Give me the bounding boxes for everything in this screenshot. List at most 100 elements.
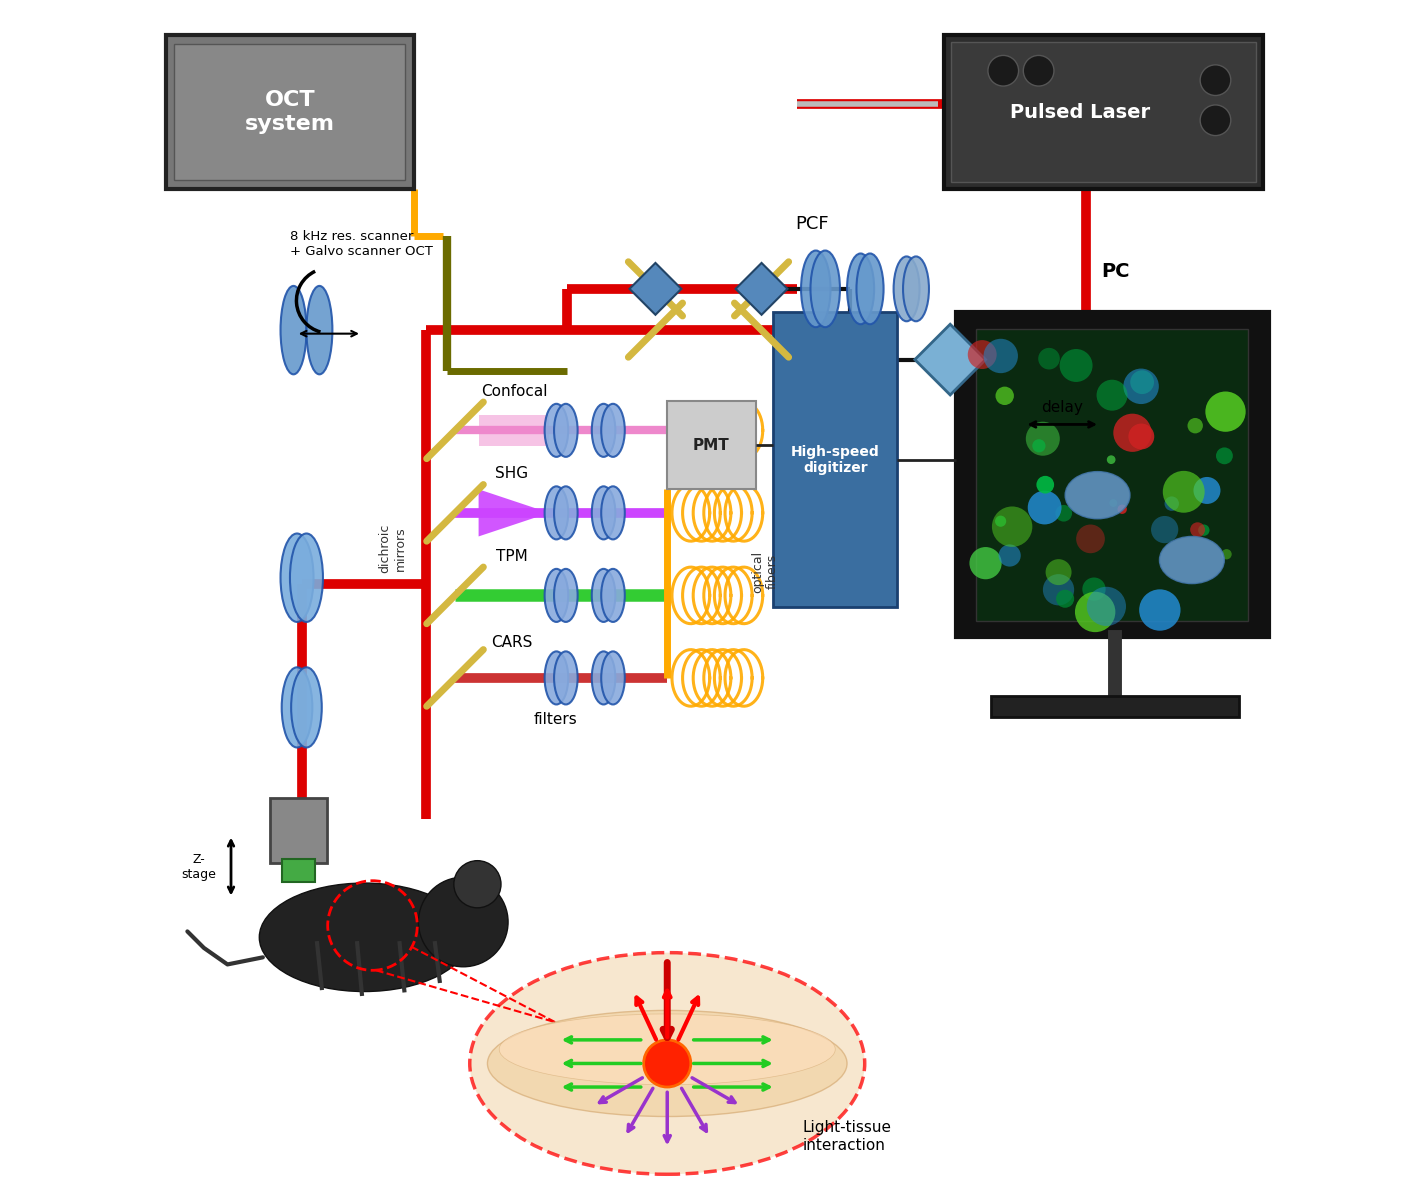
Circle shape [1056,505,1073,521]
Circle shape [1151,516,1179,544]
Circle shape [988,55,1019,86]
Polygon shape [479,489,550,536]
Text: optical
fibers: optical fibers [751,551,779,593]
Circle shape [1199,525,1210,536]
FancyBboxPatch shape [956,312,1268,637]
Circle shape [1026,422,1060,456]
FancyBboxPatch shape [944,35,1263,189]
Circle shape [1163,470,1204,513]
Circle shape [1023,55,1054,86]
Text: PC: PC [1101,262,1129,281]
Ellipse shape [601,486,625,540]
Circle shape [995,515,1006,527]
Ellipse shape [544,568,568,623]
Circle shape [1190,522,1204,538]
Ellipse shape [281,533,313,623]
Circle shape [1206,391,1246,432]
Circle shape [1039,348,1060,369]
Text: PMT: PMT [693,437,730,453]
Ellipse shape [290,667,322,747]
Ellipse shape [259,883,469,992]
Circle shape [1110,499,1117,507]
Text: Confocal: Confocal [480,384,547,399]
Ellipse shape [470,953,864,1174]
Circle shape [996,387,1015,406]
FancyBboxPatch shape [667,401,755,489]
Ellipse shape [601,568,625,623]
Ellipse shape [544,403,568,457]
Ellipse shape [1159,536,1224,584]
Circle shape [1027,490,1061,525]
Circle shape [453,861,502,908]
Circle shape [1221,549,1231,559]
Ellipse shape [554,651,578,704]
Circle shape [418,877,509,967]
Ellipse shape [554,486,578,540]
Ellipse shape [592,486,615,540]
Ellipse shape [592,651,615,704]
Circle shape [1076,592,1115,632]
Ellipse shape [544,486,568,540]
Ellipse shape [487,1010,847,1117]
Circle shape [1193,477,1220,503]
Circle shape [992,507,1033,547]
FancyBboxPatch shape [269,798,326,863]
Text: TPM: TPM [496,549,527,564]
Ellipse shape [499,1014,835,1085]
Text: High-speed
digitizer: High-speed digitizer [791,444,880,475]
FancyBboxPatch shape [174,44,405,180]
Circle shape [1200,65,1231,95]
FancyBboxPatch shape [479,415,550,446]
Circle shape [1083,578,1105,601]
FancyBboxPatch shape [166,35,414,189]
FancyBboxPatch shape [951,42,1255,182]
Ellipse shape [601,403,625,457]
Ellipse shape [601,651,625,704]
Circle shape [643,1040,691,1087]
Text: OCT
system: OCT system [245,91,334,133]
Ellipse shape [801,250,830,327]
Text: CARS: CARS [490,635,533,650]
Circle shape [1060,349,1093,382]
Text: SHG: SHG [495,467,529,481]
Ellipse shape [1066,472,1129,519]
Ellipse shape [847,253,874,324]
Text: PCF: PCF [795,215,829,233]
Ellipse shape [903,257,930,322]
Circle shape [1165,496,1179,511]
Circle shape [1043,574,1074,605]
Ellipse shape [281,286,306,375]
Text: delay: delay [1041,400,1083,415]
Polygon shape [915,324,986,395]
Circle shape [1187,419,1203,434]
Text: dichroic
mirrors: dichroic mirrors [378,523,407,573]
Ellipse shape [856,253,884,324]
Circle shape [1118,505,1127,514]
Circle shape [1114,414,1152,452]
Ellipse shape [306,286,333,375]
Circle shape [1056,590,1074,607]
Ellipse shape [554,403,578,457]
Polygon shape [629,263,682,315]
Text: filters: filters [533,712,577,726]
FancyBboxPatch shape [992,696,1238,717]
Ellipse shape [544,651,568,704]
Ellipse shape [592,568,615,623]
Ellipse shape [554,568,578,623]
Ellipse shape [811,250,840,327]
Circle shape [1076,525,1105,553]
Text: Light-tissue
interaction: Light-tissue interaction [803,1120,891,1153]
Ellipse shape [282,667,312,747]
Circle shape [1046,559,1071,585]
Polygon shape [735,263,788,315]
Circle shape [983,338,1017,374]
Circle shape [999,545,1020,567]
Circle shape [1200,105,1231,136]
Circle shape [1139,590,1180,631]
Text: Pulsed Laser: Pulsed Laser [1010,103,1151,121]
Circle shape [1131,370,1153,394]
Circle shape [1128,423,1155,449]
Circle shape [1124,369,1159,404]
Ellipse shape [592,403,615,457]
Circle shape [1097,380,1128,410]
